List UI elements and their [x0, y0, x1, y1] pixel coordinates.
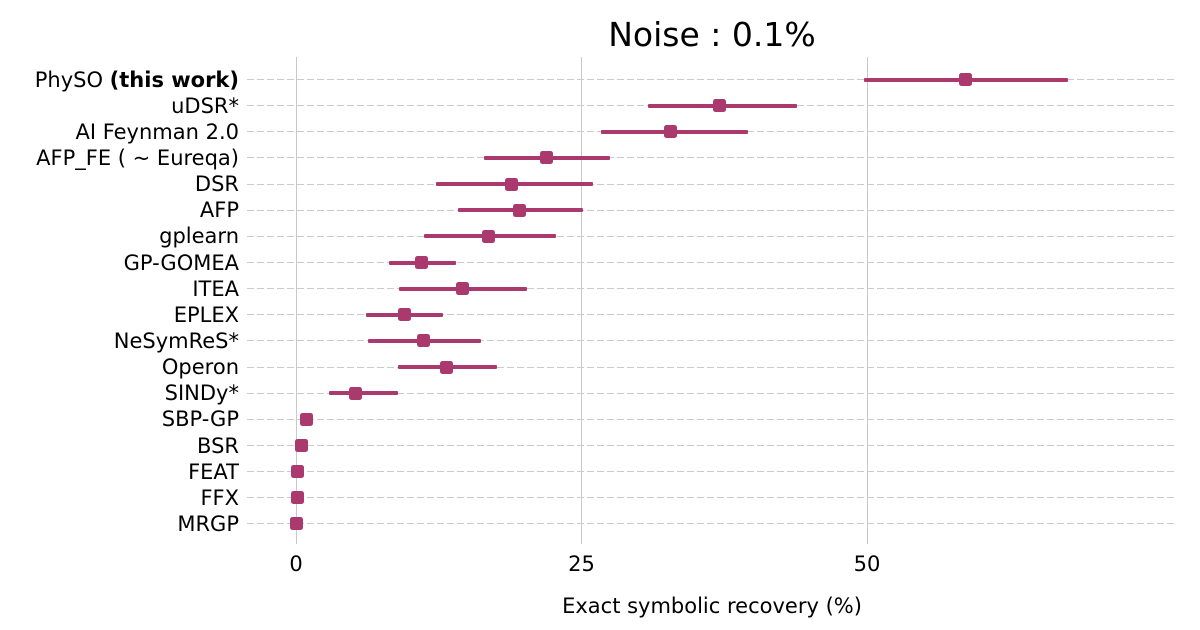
data-marker	[290, 465, 304, 479]
y-axis-label: DSR	[194, 172, 239, 197]
x-tick-label: 0	[289, 552, 303, 576]
gridline-horizontal	[247, 497, 1177, 499]
gridline-horizontal	[247, 314, 1177, 316]
gridline-horizontal	[247, 183, 1177, 185]
data-marker	[505, 177, 519, 191]
data-marker	[290, 491, 304, 505]
data-marker	[417, 334, 431, 348]
gridline-horizontal	[247, 262, 1177, 264]
y-axis-label: gplearn	[159, 224, 239, 249]
data-marker	[539, 151, 553, 165]
y-axis-label: NeSymReS*	[113, 328, 239, 353]
x-tick-label: 50	[853, 552, 881, 576]
y-axis-label: SINDy*	[164, 381, 239, 406]
data-marker	[513, 203, 527, 217]
y-axis-label: FEAT	[188, 459, 239, 484]
x-axis-ticks: 0 25 50	[247, 551, 1177, 577]
gridline-horizontal	[247, 445, 1177, 447]
data-marker	[415, 256, 429, 270]
data-marker	[299, 412, 313, 426]
y-label-normal-part: PhySO	[34, 67, 110, 92]
gridline-horizontal	[247, 523, 1177, 525]
y-axis-label: Operon	[161, 355, 239, 380]
gridline-horizontal	[247, 366, 1177, 368]
error-bar	[329, 391, 398, 396]
y-axis-label: BSR	[197, 433, 239, 458]
gridline-horizontal	[247, 340, 1177, 342]
data-marker	[295, 439, 309, 453]
x-tick-label: 25	[568, 552, 595, 576]
y-label-bold-part: (this work)	[109, 67, 239, 92]
data-marker	[289, 517, 303, 531]
gridline-horizontal	[247, 392, 1177, 394]
y-axis-label: FFX	[200, 485, 239, 510]
gridline-horizontal	[247, 418, 1177, 420]
y-axis-labels: PhySO (this work) uDSR* AI Feynman 2.0 AFP_…	[0, 57, 239, 544]
gridline-horizontal	[247, 157, 1177, 159]
y-axis-label: PhySO (this work)	[0, 67, 239, 93]
plot-area	[247, 57, 1177, 544]
data-marker	[482, 229, 496, 243]
y-axis-label: uDSR*	[171, 93, 239, 118]
y-axis-label: ITEA	[192, 276, 239, 301]
y-axis-label: GP-GOMEA	[123, 250, 239, 275]
gridline-horizontal	[247, 209, 1177, 211]
gridline-horizontal	[247, 288, 1177, 290]
gridline-vertical	[866, 57, 868, 544]
gridline-horizontal	[247, 235, 1177, 237]
data-marker	[348, 386, 362, 400]
data-marker	[440, 360, 454, 374]
x-axis-title: Exact symbolic recovery (%)	[562, 594, 862, 618]
y-axis-label: EPLEX	[173, 302, 239, 327]
data-marker	[397, 308, 411, 322]
data-marker	[958, 73, 972, 86]
gridline-vertical	[581, 57, 582, 544]
data-marker	[664, 125, 678, 139]
gridline-horizontal	[247, 471, 1177, 473]
gridline-vertical	[295, 57, 297, 544]
y-axis-label: AFP	[199, 198, 239, 223]
data-marker	[456, 282, 470, 296]
y-axis-label: MRGP	[177, 511, 239, 536]
chart-title: Noise : 0.1%	[608, 15, 816, 54]
data-marker	[713, 99, 727, 113]
gridline-horizontal	[247, 79, 1177, 80]
y-axis-label: AFP_FE ( ~ Eureqa)	[36, 145, 239, 170]
y-axis-label: SBP-GP	[161, 407, 239, 432]
y-axis-label: AI Feynman 2.0	[75, 119, 239, 144]
